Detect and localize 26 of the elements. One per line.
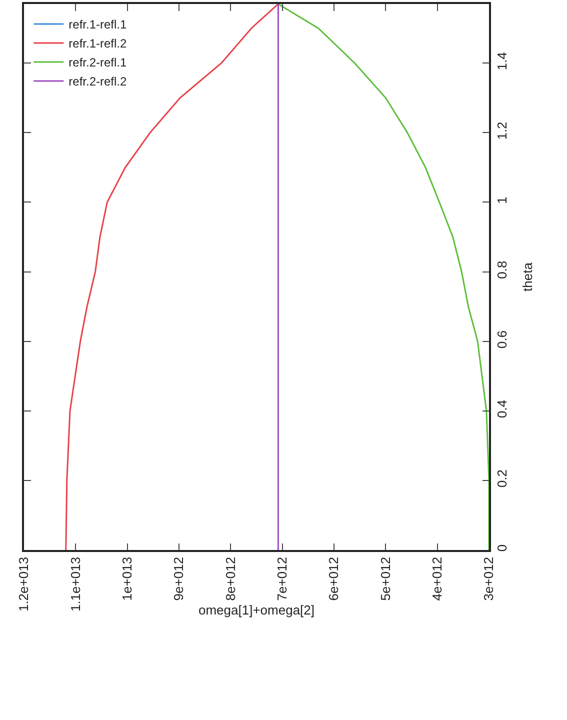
legend-label: refr.2-refl.1 <box>68 56 127 70</box>
x-tick-label: 3e+012 <box>481 556 496 601</box>
legend-label: refr.1-refl.2 <box>68 36 127 51</box>
x-tick-label: 9e+012 <box>171 556 186 601</box>
x-tick-label: 5e+012 <box>378 556 393 601</box>
line-series <box>65 4 279 550</box>
y-tick-label: 1.4 <box>494 52 510 70</box>
x-tick-label: 6e+012 <box>326 556 342 601</box>
x-axis-title: omega[1]+omega[2] <box>198 602 314 618</box>
x-tick-label: 8e+012 <box>222 556 238 601</box>
y-tick-label: 0 <box>494 544 510 552</box>
x-tick-label: 7e+012 <box>274 556 290 601</box>
y-tick-label: 0.8 <box>494 260 510 279</box>
legend-label: refr.1-refl.1 <box>68 18 127 32</box>
y-tick-label: 0.4 <box>494 400 510 418</box>
y-axis-title: theta <box>520 262 535 292</box>
y-tick-label: 0.2 <box>494 469 510 488</box>
y-tick-label: 1.2 <box>494 122 510 140</box>
y-tick-label: 1 <box>494 196 510 204</box>
line-series <box>277 4 489 550</box>
x-tick-label: 1.1e+013 <box>68 556 83 612</box>
legend-label: refr.2-refl.2 <box>68 74 127 89</box>
x-tick-label: 1.2e+013 <box>16 556 32 612</box>
x-tick-label: 1e+013 <box>120 556 135 601</box>
x-tick-label: 4e+012 <box>430 556 445 601</box>
y-tick-label: 0.6 <box>494 330 510 348</box>
